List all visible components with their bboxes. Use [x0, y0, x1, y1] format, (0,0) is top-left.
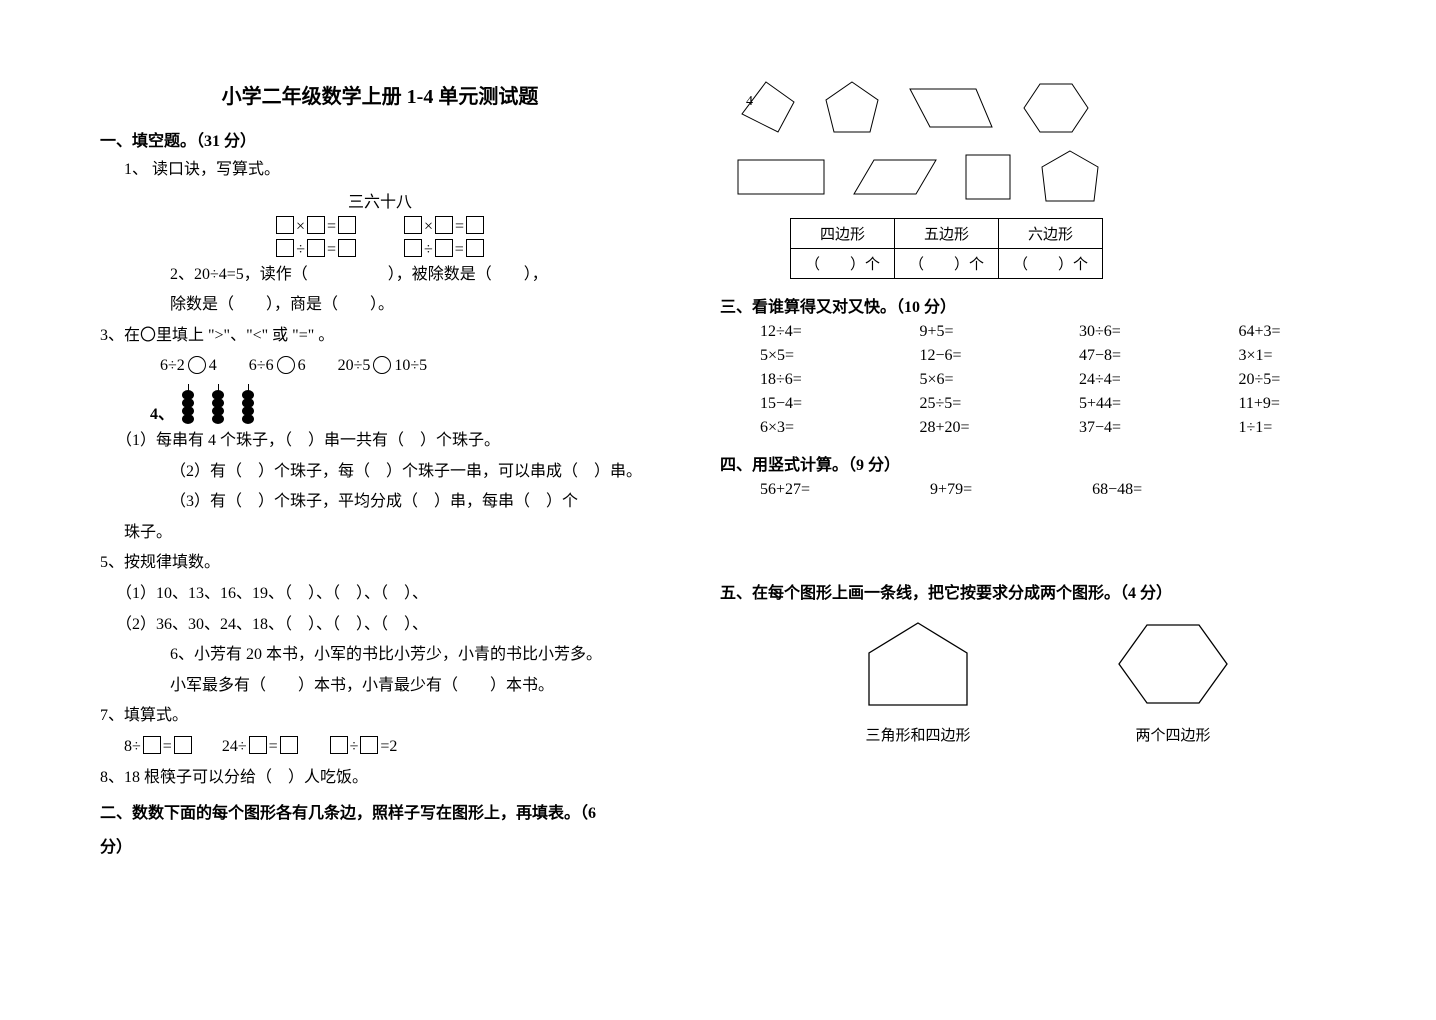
calc-item: 1÷1=	[1239, 419, 1377, 437]
q3-head: 3、在〇里填上 ">"、"<" 或 "=" 。	[100, 323, 660, 349]
q3a: 6÷2	[160, 357, 185, 374]
split-hexagon: 两个四边形	[1113, 619, 1233, 745]
shape-pentagon	[822, 80, 882, 141]
calc-item: 25÷5=	[920, 395, 1058, 413]
shapes-row-2	[720, 149, 1376, 210]
q7b: 24÷	[222, 738, 247, 755]
calc-item: 12÷4=	[760, 323, 898, 341]
calc-item: 9+5=	[920, 323, 1058, 341]
shape-pentagon-2	[1036, 149, 1104, 210]
q1-eq-row-1: ×= ×=	[100, 216, 660, 236]
td-hex: （ ）个	[999, 249, 1103, 279]
section-1-head: 一、填空题。（31 分）	[100, 127, 660, 151]
q7-body: 8÷= 24÷= ÷=2	[100, 734, 660, 760]
section-2-head2: 分）	[100, 833, 660, 857]
q4-row: 4、	[100, 384, 660, 424]
right-column: 4 四边形 五边形 六边形 （ ）个 （ ）个 （ ）个 三、看谁算得又对又快。…	[720, 80, 1376, 980]
q2b-line: 除数是（ ），商是（ ）。	[100, 292, 660, 318]
bead-string	[182, 384, 194, 424]
split-shapes-row: 三角形和四边形 两个四边形	[720, 619, 1376, 745]
split-cap-2: 两个四边形	[1113, 724, 1233, 745]
calc-item: 5×5=	[760, 347, 898, 365]
shape-count-label: 4	[746, 94, 753, 110]
calc-item: 30÷6=	[1079, 323, 1217, 341]
th-hex: 六边形	[999, 219, 1103, 249]
calc-item: 3×1=	[1239, 347, 1377, 365]
shape-count-table: 四边形 五边形 六边形 （ ）个 （ ）个 （ ）个	[790, 218, 1103, 279]
q5-head: 5、按规律填数。	[100, 550, 660, 576]
bead-string	[242, 384, 254, 424]
q3b2: 6	[298, 357, 306, 374]
q3-body: 6÷2 4 6÷6 6 20÷5 10÷5	[100, 353, 660, 379]
q4-2: （2）有（ ）个珠子，每（ ）个珠子一串，可以串成（ ）串。	[100, 459, 660, 485]
section-5-head: 五、在每个图形上画一条线，把它按要求分成两个图形。（4 分）	[720, 579, 1376, 603]
bead-string	[212, 384, 224, 424]
q3a2: 4	[209, 357, 217, 374]
shape-square	[964, 153, 1012, 206]
calc-grid: 12÷4= 9+5= 30÷6= 64+3= 5×5= 12−6= 47−8= …	[720, 323, 1376, 437]
q2-line: 2、20÷4=5，读作（ ），被除数是（ ），	[100, 262, 660, 288]
q3c: 20÷5	[338, 357, 371, 374]
q5-1: （1）10、13、16、19、（ ）、（ ）、（ ）、	[100, 581, 660, 607]
q5-2: （2）36、30、24、18、（ ）、（ ）、（ ）、	[100, 612, 660, 638]
q7-head: 7、填算式。	[100, 703, 660, 729]
shape-rect	[736, 158, 826, 201]
td-quad: （ ）个	[791, 249, 895, 279]
q3b: 6÷6	[249, 357, 274, 374]
q8-line: 8、18 根筷子可以分给（ ）人吃饭。	[100, 765, 660, 791]
q4-3: （3）有（ ）个珠子，平均分成（ ）串，每串（ ）个	[100, 489, 660, 515]
split-cap-1: 三角形和四边形	[863, 724, 973, 745]
q6b-line: 小军最多有（ ）本书，小青最少有（ ）本书。	[100, 673, 660, 699]
q1-phrase: 三六十八	[100, 188, 660, 212]
calc-item: 64+3=	[1239, 323, 1377, 341]
calc-item: 12−6=	[920, 347, 1058, 365]
th-quad: 四边形	[791, 219, 895, 249]
shape-quad	[906, 85, 996, 136]
calc-item: 11+9=	[1239, 395, 1377, 413]
section-2-head: 二、数数下面的每个图形各有几条边，照样子写在图形上，再填表。（6	[100, 800, 660, 827]
shape-parallelogram	[850, 156, 940, 203]
calc-item: 24÷4=	[1079, 371, 1217, 389]
section-4-head: 四、用竖式计算。（9 分）	[720, 451, 1376, 475]
q7c: =2	[380, 738, 397, 755]
section-3-head: 三、看谁算得又对又快。（10 分）	[720, 293, 1376, 317]
calc-item: 6×3=	[760, 419, 898, 437]
q7a: 8÷	[124, 738, 141, 755]
vert-item: 9+79=	[930, 481, 972, 499]
q4-3b: 珠子。	[100, 520, 660, 546]
vertical-calc-row: 56+27= 9+79= 68−48=	[720, 481, 1376, 499]
calc-item: 18÷6=	[760, 371, 898, 389]
q3c2: 10÷5	[394, 357, 427, 374]
calc-item: 15−4=	[760, 395, 898, 413]
calc-item: 37−4=	[1079, 419, 1217, 437]
th-pent: 五边形	[895, 219, 999, 249]
calc-item: 20÷5=	[1239, 371, 1377, 389]
calc-item: 47−8=	[1079, 347, 1217, 365]
q6-line: 6、小芳有 20 本书，小军的书比小芳少，小青的书比小芳多。	[100, 642, 660, 668]
doc-title: 小学二年级数学上册 1-4 单元测试题	[100, 80, 660, 109]
calc-item: 28+20=	[920, 419, 1058, 437]
calc-item: 5×6=	[920, 371, 1058, 389]
q4-1: （1）每串有 4 个珠子，（ ）串一共有（ ）个珠子。	[100, 428, 660, 454]
td-pent: （ ）个	[895, 249, 999, 279]
vert-item: 56+27=	[760, 481, 810, 499]
left-column: 小学二年级数学上册 1-4 单元测试题 一、填空题。（31 分） 1、 读口诀，…	[100, 80, 660, 980]
shape-hexagon	[1020, 80, 1092, 141]
shapes-row-1: 4	[720, 80, 1376, 141]
split-pentagon: 三角形和四边形	[863, 619, 973, 745]
q1-eq-row-2: ÷= ÷=	[100, 239, 660, 259]
vert-item: 68−48=	[1092, 481, 1142, 499]
q4-label: 4、	[150, 400, 174, 424]
shape-quad-labeled: 4	[736, 80, 798, 141]
calc-item: 5+44=	[1079, 395, 1217, 413]
q1-label: 1、 读口诀，写算式。	[100, 157, 660, 183]
